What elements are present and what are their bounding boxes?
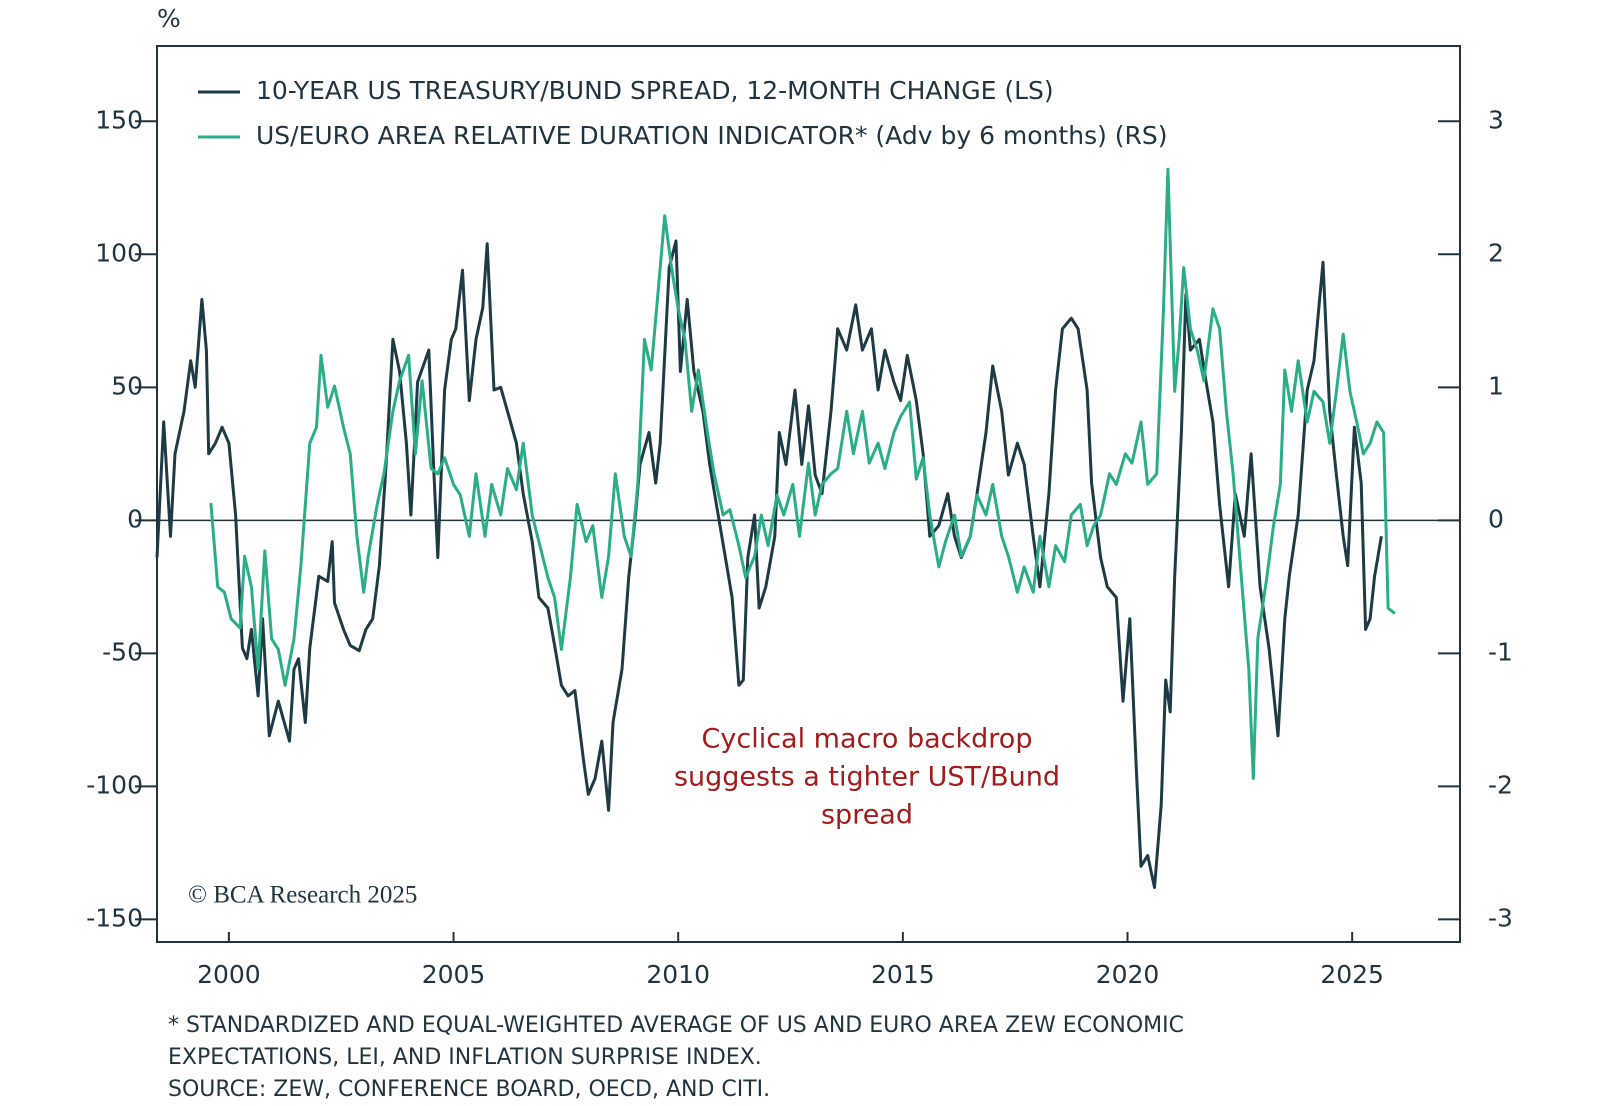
footnote: EXPECTATIONS, LEI, AND INFLATION SURPRIS… xyxy=(168,1045,762,1070)
series-line xyxy=(209,167,1396,780)
x-tick-label: 2010 xyxy=(646,960,710,989)
x-tick-label: 2025 xyxy=(1320,960,1384,989)
annotation: suggests a tighter UST/Bund xyxy=(674,762,1060,793)
y2-tick-label: -3 xyxy=(1488,903,1513,932)
x-tick-label: 2000 xyxy=(197,960,261,989)
y-tick-label: -100 xyxy=(86,770,143,799)
y2-tick-label: 1 xyxy=(1488,371,1504,400)
y-tick-label: 0 xyxy=(127,504,143,533)
plot-frame xyxy=(156,45,1461,943)
y-tick-label: -50 xyxy=(102,637,143,666)
y2-tick-label: 0 xyxy=(1488,504,1504,533)
legend-label: US/EURO AREA RELATIVE DURATION INDICATOR… xyxy=(256,121,1168,150)
y-tick-label: 100 xyxy=(95,238,143,267)
copyright: © BCA Research 2025 xyxy=(188,882,417,909)
y-unit: % xyxy=(157,4,181,33)
y-tick-label: 50 xyxy=(111,371,143,400)
x-tick-label: 2015 xyxy=(871,960,935,989)
y2-tick-label: 2 xyxy=(1488,238,1504,267)
y2-tick-label: 3 xyxy=(1488,105,1504,134)
footnote: * STANDARDIZED AND EQUAL-WEIGHTED AVERAG… xyxy=(168,1013,1184,1038)
series-line xyxy=(155,239,1383,889)
y-tick-label: 150 xyxy=(95,105,143,134)
annotation: Cyclical macro backdrop xyxy=(702,724,1033,755)
y2-tick-label: -2 xyxy=(1488,770,1513,799)
x-tick-label: 2005 xyxy=(422,960,486,989)
y2-tick-label: -1 xyxy=(1488,637,1513,666)
footnote: SOURCE: ZEW, CONFERENCE BOARD, OECD, AND… xyxy=(168,1077,770,1102)
y-tick-label: -150 xyxy=(86,903,143,932)
annotation: spread xyxy=(821,800,913,831)
x-tick-label: 2020 xyxy=(1096,960,1160,989)
legend-label: 10-YEAR US TREASURY/BUND SPREAD, 12-MONT… xyxy=(256,76,1054,105)
